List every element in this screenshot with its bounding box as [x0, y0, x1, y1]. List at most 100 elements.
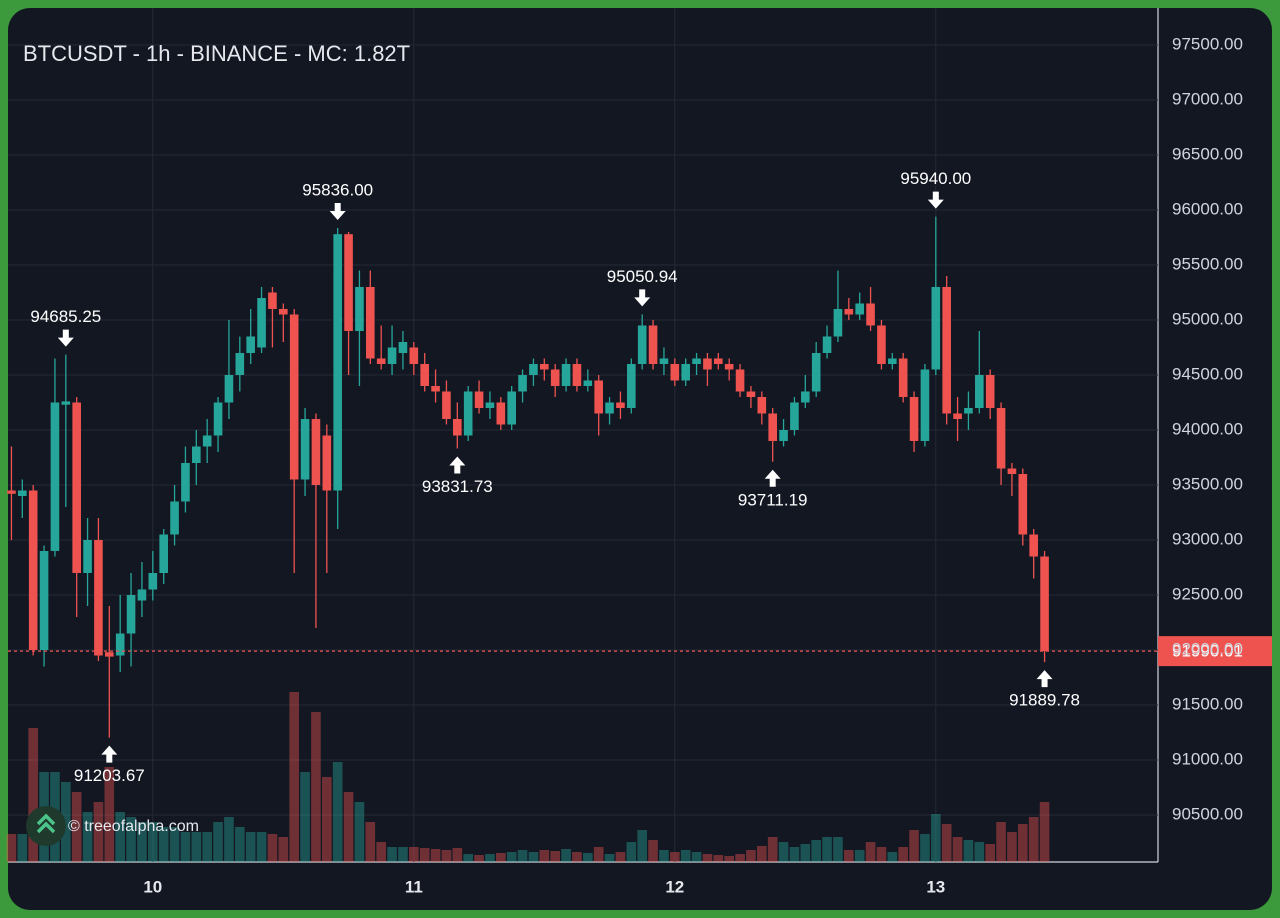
volume-bar	[1039, 802, 1050, 862]
candle-body	[453, 418, 462, 436]
volume-bar	[800, 844, 811, 862]
candle-body	[474, 391, 484, 408]
volume-bar	[126, 817, 136, 862]
volume-bar	[137, 822, 147, 862]
candle-body	[83, 540, 92, 574]
candle-body	[703, 358, 712, 370]
candle-body	[387, 347, 397, 364]
volume-bar	[909, 830, 919, 862]
candle-body	[1029, 534, 1038, 557]
volume-bar	[833, 837, 843, 862]
candle-body	[996, 407, 1006, 469]
volume-bar	[354, 802, 365, 862]
volume-bar	[854, 850, 865, 862]
candle-body	[213, 402, 223, 436]
y-tick-label: 92000.00	[1172, 639, 1243, 658]
candle-body	[170, 501, 179, 535]
candle-body	[648, 325, 658, 364]
candle-body	[39, 551, 49, 651]
volume-bar	[583, 853, 593, 862]
volume-bar	[158, 827, 169, 862]
annotation-label: 93831.73	[422, 477, 493, 496]
candle-body	[920, 369, 930, 441]
volume-bar	[778, 842, 789, 862]
volume-bar	[267, 834, 278, 862]
volume-bar	[409, 847, 419, 862]
volume-bar	[550, 851, 560, 862]
annotation-label: 95050.94	[607, 267, 678, 286]
candle-body	[866, 303, 875, 326]
candle-body	[790, 402, 799, 430]
candle-body	[561, 363, 571, 386]
last-price-label: 91990.01	[1172, 642, 1243, 661]
candle-body	[311, 418, 321, 485]
watermark: © treeofalpha.com	[68, 818, 199, 835]
volume-bar	[724, 856, 734, 862]
candle-body	[811, 352, 821, 392]
candle-body	[594, 380, 603, 414]
candle-body	[7, 490, 16, 494]
candle-body	[931, 286, 941, 370]
volume-bar	[1018, 824, 1028, 862]
annotation-arrow	[1036, 670, 1053, 688]
candle-body	[942, 286, 951, 414]
volume-bar	[941, 824, 952, 862]
volume-bar	[659, 850, 669, 862]
candle-body	[485, 402, 495, 408]
volume-bar	[28, 728, 38, 862]
volume-bar	[452, 848, 463, 862]
candle-body	[268, 292, 277, 309]
volume-bar	[648, 840, 658, 862]
volume-bar	[485, 854, 495, 862]
annotation-arrow	[764, 469, 781, 487]
volume-bar	[6, 834, 17, 862]
candle-body	[224, 374, 234, 403]
annotation-label: 95940.00	[900, 169, 971, 188]
candle-body	[18, 490, 27, 496]
annotation-arrow	[449, 456, 466, 474]
candle-body	[518, 374, 527, 392]
candle-body	[322, 435, 332, 491]
volume-bar	[474, 855, 484, 862]
candle-body	[148, 573, 158, 590]
y-tick-label: 96000.00	[1172, 199, 1243, 218]
candle-body	[507, 391, 516, 425]
candle-body	[540, 363, 549, 370]
volume-bar	[887, 852, 898, 862]
candle-body	[877, 325, 886, 364]
volume-bars	[6, 692, 1050, 862]
annotation-label: 94685.25	[30, 307, 101, 326]
candle-body	[463, 391, 473, 436]
candle-body	[779, 429, 788, 441]
volume-bar	[398, 847, 408, 862]
volume-bar	[985, 844, 995, 862]
candle-body	[1007, 468, 1017, 474]
candle-body	[355, 286, 364, 331]
watermark-logo	[26, 806, 66, 846]
volume-bar	[920, 834, 930, 862]
candle-body	[137, 589, 147, 601]
y-tick-label: 97000.00	[1172, 89, 1243, 108]
volume-bar	[430, 849, 441, 862]
y-tick-label: 95500.00	[1172, 254, 1243, 273]
volume-bar	[441, 850, 452, 862]
grid	[8, 8, 1158, 862]
candle-body	[279, 308, 288, 315]
volume-bar	[278, 837, 289, 862]
candle-body	[659, 358, 669, 364]
candle-body	[398, 341, 408, 353]
y-tick-label: 91000.00	[1172, 750, 1243, 769]
chart-panel	[8, 8, 1272, 910]
volume-bar	[506, 852, 517, 862]
volume-bar	[463, 854, 473, 862]
candle-body	[757, 396, 767, 414]
volume-bar	[1007, 832, 1017, 862]
volume-bar	[963, 840, 974, 862]
volume-bar	[539, 850, 550, 862]
candle-body	[1018, 473, 1028, 535]
candle-body	[735, 369, 745, 392]
volume-bar	[637, 830, 647, 862]
x-tick-label: 12	[665, 877, 684, 896]
volume-bar	[365, 822, 376, 862]
